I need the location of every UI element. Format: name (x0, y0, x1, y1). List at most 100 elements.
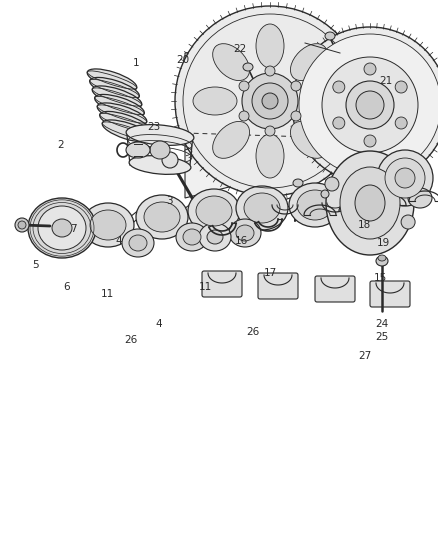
Ellipse shape (356, 91, 384, 119)
Ellipse shape (252, 83, 288, 119)
Ellipse shape (126, 142, 150, 158)
Ellipse shape (262, 93, 278, 109)
Ellipse shape (325, 177, 339, 191)
Text: 24: 24 (375, 319, 389, 329)
Ellipse shape (299, 34, 438, 176)
Ellipse shape (188, 189, 240, 233)
Ellipse shape (385, 158, 425, 198)
Text: 4: 4 (116, 236, 123, 246)
Ellipse shape (95, 94, 145, 117)
Text: 6: 6 (63, 282, 70, 292)
Ellipse shape (242, 73, 298, 129)
Ellipse shape (333, 81, 345, 93)
Ellipse shape (213, 44, 250, 80)
Ellipse shape (401, 215, 415, 229)
Text: 7: 7 (70, 224, 77, 234)
Ellipse shape (333, 117, 345, 129)
Ellipse shape (150, 141, 170, 159)
Ellipse shape (97, 103, 147, 125)
Ellipse shape (290, 44, 327, 80)
Text: 19: 19 (377, 238, 390, 247)
Ellipse shape (129, 235, 147, 251)
Ellipse shape (364, 63, 376, 75)
Text: 11: 11 (101, 289, 114, 299)
Ellipse shape (175, 6, 365, 196)
Ellipse shape (162, 152, 178, 168)
Ellipse shape (340, 167, 400, 239)
Ellipse shape (229, 219, 261, 247)
Ellipse shape (239, 81, 249, 91)
Text: 18: 18 (358, 220, 371, 230)
Ellipse shape (122, 229, 154, 257)
Ellipse shape (256, 134, 284, 178)
Ellipse shape (325, 32, 335, 40)
Ellipse shape (297, 190, 333, 220)
Polygon shape (185, 43, 305, 198)
Ellipse shape (303, 87, 347, 115)
Ellipse shape (236, 225, 254, 241)
Ellipse shape (395, 81, 407, 93)
Text: 2: 2 (57, 140, 64, 150)
Ellipse shape (265, 66, 275, 76)
Ellipse shape (129, 156, 191, 174)
Ellipse shape (87, 69, 137, 91)
Ellipse shape (364, 135, 376, 147)
Ellipse shape (207, 230, 223, 244)
Ellipse shape (265, 126, 275, 136)
FancyBboxPatch shape (315, 276, 355, 302)
Ellipse shape (196, 196, 232, 226)
Ellipse shape (28, 198, 96, 258)
Text: 3: 3 (166, 197, 173, 206)
FancyBboxPatch shape (370, 281, 410, 307)
Ellipse shape (289, 183, 341, 227)
Ellipse shape (408, 188, 432, 208)
Ellipse shape (90, 210, 126, 240)
Text: 11: 11 (198, 282, 212, 292)
Text: 17: 17 (264, 268, 277, 278)
Ellipse shape (256, 24, 284, 68)
Text: 26: 26 (247, 327, 260, 336)
Ellipse shape (292, 27, 438, 183)
Text: 20: 20 (177, 55, 190, 64)
Text: 15: 15 (374, 273, 387, 283)
Ellipse shape (100, 111, 149, 134)
Text: 5: 5 (32, 261, 39, 270)
Ellipse shape (52, 219, 72, 237)
Ellipse shape (176, 223, 208, 251)
Text: 21: 21 (380, 76, 393, 86)
Ellipse shape (321, 190, 329, 198)
Ellipse shape (136, 195, 188, 239)
Ellipse shape (38, 206, 86, 250)
Ellipse shape (322, 57, 418, 153)
Ellipse shape (291, 81, 301, 91)
Ellipse shape (183, 229, 201, 245)
Ellipse shape (243, 63, 253, 71)
Ellipse shape (376, 256, 388, 266)
Ellipse shape (126, 125, 194, 146)
Ellipse shape (15, 218, 29, 232)
Ellipse shape (239, 111, 249, 121)
Ellipse shape (377, 150, 433, 206)
Ellipse shape (193, 87, 237, 115)
Ellipse shape (18, 221, 26, 229)
Ellipse shape (90, 77, 139, 100)
Text: 22: 22 (233, 44, 247, 54)
Text: 1: 1 (132, 58, 139, 68)
Ellipse shape (199, 223, 231, 251)
Ellipse shape (82, 203, 134, 247)
Ellipse shape (378, 255, 386, 261)
Ellipse shape (244, 193, 280, 223)
Text: 16: 16 (235, 236, 248, 246)
Ellipse shape (144, 202, 180, 232)
Text: 23: 23 (148, 122, 161, 132)
Ellipse shape (395, 168, 415, 188)
Ellipse shape (290, 122, 327, 158)
Ellipse shape (395, 117, 407, 129)
Text: 27: 27 (358, 351, 371, 361)
Ellipse shape (92, 86, 142, 108)
Text: 4: 4 (155, 319, 162, 329)
Ellipse shape (291, 111, 301, 121)
Ellipse shape (355, 185, 385, 221)
Ellipse shape (102, 120, 152, 142)
Ellipse shape (293, 179, 303, 187)
